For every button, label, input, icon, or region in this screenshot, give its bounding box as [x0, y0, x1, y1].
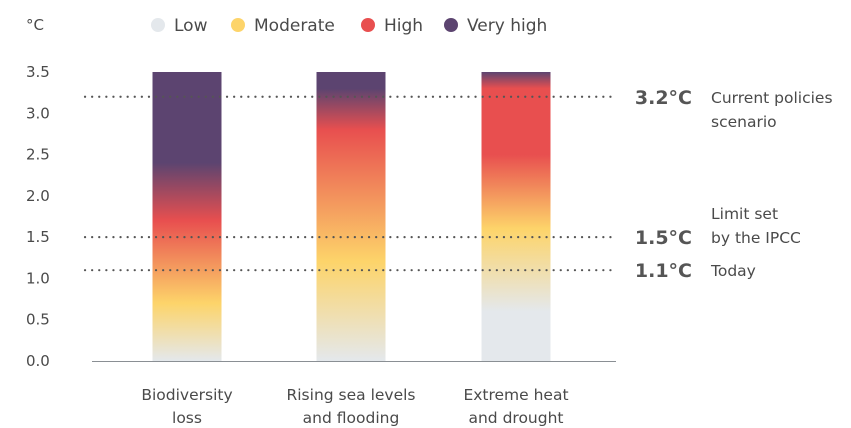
reference-value-label: 1.1°C [635, 260, 692, 282]
reference-value-label: 1.5°C [635, 227, 692, 249]
category-label: Extreme heat [463, 386, 568, 404]
bars [152, 72, 551, 361]
category-label: and flooding [303, 409, 400, 427]
reference-value-label: 3.2°C [635, 87, 692, 109]
legend-swatch-high [361, 18, 375, 32]
category-labels: Biodiversity loss Rising sea levels and flo… [141, 386, 568, 427]
bar-biodiversity-loss [152, 72, 222, 361]
legend-label-very-high: Very high [467, 16, 547, 36]
legend-swatch-moderate [231, 18, 245, 32]
y-axis-ticks: 0.0 0.5 1.0 1.5 2.0 2.5 3.0 3.5 [26, 63, 50, 370]
category-label: Biodiversity [141, 386, 232, 404]
y-axis-unit-label: °C [26, 16, 44, 34]
y-tick-label: 2.0 [26, 187, 50, 205]
legend-label-high: High [384, 16, 423, 36]
category-label: and drought [468, 409, 563, 427]
y-tick-label: 1.5 [26, 228, 50, 246]
bar-extreme-heat-and-drought [481, 72, 551, 361]
legend: Low Moderate High Very high [151, 16, 547, 36]
reference-description: Limit set [711, 205, 778, 223]
y-tick-label: 0.0 [26, 352, 50, 370]
y-tick-label: 0.5 [26, 311, 50, 329]
reference-description: Current policies [711, 89, 833, 107]
y-tick-label: 2.5 [26, 146, 50, 164]
category-label: Rising sea levels [286, 386, 415, 404]
legend-label-moderate: Moderate [254, 16, 335, 36]
legend-label-low: Low [174, 16, 208, 36]
legend-swatch-low [151, 18, 165, 32]
legend-swatch-very-high [444, 18, 458, 32]
y-tick-label: 1.0 [26, 269, 50, 287]
reference-description: Today [710, 262, 756, 280]
reference-description: scenario [711, 113, 777, 131]
category-label: loss [172, 409, 202, 427]
reference-lines: 3.2°C Current policies scenario 1.5°C Limit … [83, 87, 833, 282]
reference-description: by the IPCC [711, 229, 801, 247]
y-tick-label: 3.5 [26, 63, 50, 81]
bar-rising-sea-levels-and-flooding [316, 72, 386, 361]
y-tick-label: 3.0 [26, 104, 50, 122]
